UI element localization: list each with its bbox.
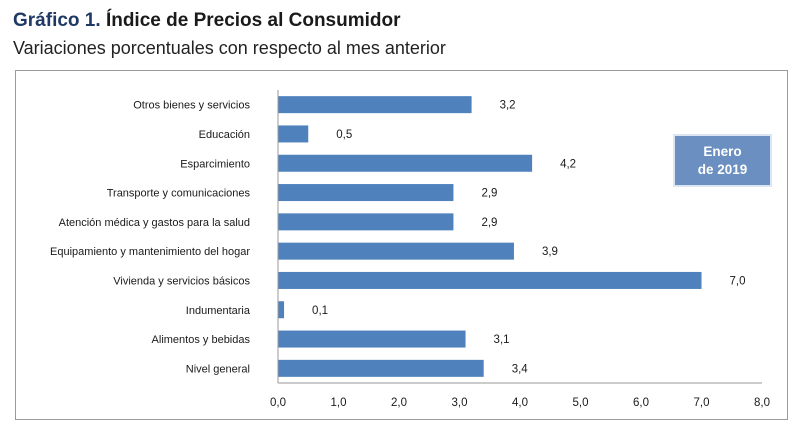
bar: [278, 271, 702, 289]
x-tick-label: 1,0: [331, 397, 347, 409]
bar: [278, 301, 285, 319]
value-label: 2,9: [481, 217, 497, 229]
category-label: Equipamiento y mantenimiento del hogar: [50, 246, 250, 258]
value-label: 0,5: [336, 129, 352, 141]
chart-title-text: Índice de Precios al Consumidor: [105, 10, 401, 31]
period-annotation-year: de 2019: [697, 161, 748, 177]
period-annotation-month: Enero: [703, 143, 742, 159]
category-label: Indumentaria: [186, 305, 251, 317]
x-tick-label: 0,0: [270, 397, 286, 409]
value-label: 3,9: [542, 246, 558, 258]
category-label: Esparcimiento: [180, 158, 250, 170]
value-label: 3,2: [500, 100, 516, 112]
category-label: Otros bienes y servicios: [133, 100, 250, 112]
bar: [278, 154, 533, 172]
x-tick-label: 4,0: [512, 397, 528, 409]
chart-frame: [15, 70, 788, 420]
category-label: Educación: [199, 129, 250, 141]
category-label: Alimentos y bebidas: [152, 334, 251, 346]
value-label: 3,1: [494, 334, 510, 346]
value-label: 2,9: [481, 188, 497, 200]
labels-group: Otros bienes y servicios 3,2 Educación 0,5 E…: [50, 100, 770, 409]
bar: [278, 96, 472, 114]
bar: [278, 184, 454, 202]
bar: [278, 125, 309, 143]
bar: [278, 242, 514, 260]
category-label: Nivel general: [186, 363, 250, 375]
category-label: Transporte y comunicaciones: [107, 188, 251, 200]
bars-group: [278, 96, 702, 377]
x-tick-label: 6,0: [633, 397, 649, 409]
bar: [278, 330, 466, 348]
bar: [278, 213, 454, 231]
x-tick-label: 2,0: [391, 397, 407, 409]
x-tick-label: 8,0: [754, 397, 770, 409]
value-label: 3,4: [512, 363, 529, 375]
chart-title: Gráfico 1. Índice de Precios al Consumid…: [13, 10, 401, 32]
chart-subtitle: Variaciones porcentuales con respecto al…: [13, 38, 446, 58]
x-tick-label: 3,0: [452, 397, 468, 409]
bar: [278, 359, 484, 377]
x-tick-label: 5,0: [573, 397, 589, 409]
category-label: Atención médica y gastos para la salud: [59, 217, 250, 229]
value-label: 4,2: [560, 158, 576, 170]
axes-group: [277, 90, 762, 384]
value-label: 0,1: [312, 305, 328, 317]
x-tick-label: 7,0: [694, 397, 710, 409]
chart-title-number: Gráfico 1.: [13, 10, 101, 31]
category-label: Vivienda y servicios básicos: [113, 275, 250, 287]
period-annotation: Enero de 2019: [673, 134, 772, 187]
value-label: 7,0: [730, 275, 746, 287]
